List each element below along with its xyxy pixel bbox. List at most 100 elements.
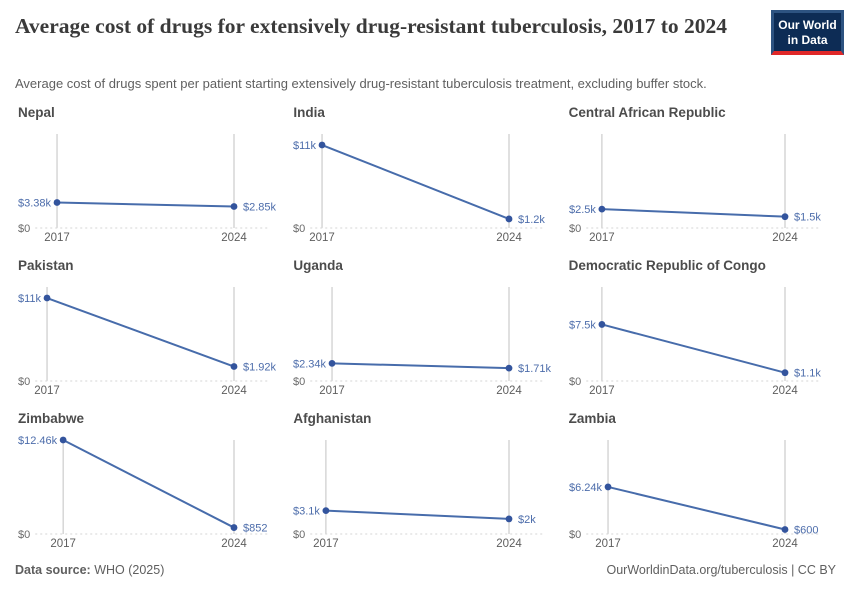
data-point-2024 xyxy=(781,213,789,221)
zero-axis-label: $0 xyxy=(293,376,305,388)
data-line xyxy=(321,144,510,220)
chart-cell-zimbabwe: Zimbabwe $12.46k $852 $0 2017 2024 xyxy=(14,406,289,559)
zero-axis-label: $0 xyxy=(569,529,581,541)
value-label-2024: $2k xyxy=(518,514,536,526)
zero-axis-label: $0 xyxy=(293,223,305,235)
chart-cell-democratic-republic-of-congo: Democratic Republic of Congo $7.5k $1.1k $… xyxy=(565,253,840,406)
year-label-2024: 2024 xyxy=(221,538,247,550)
data-source-value: WHO (2025) xyxy=(90,563,165,577)
data-point-2017 xyxy=(328,359,336,367)
zero-axis-label: $0 xyxy=(18,223,30,235)
small-multiples-grid: Nepal $3.38k $2.85k $0 2017 2024 India $11k $… xyxy=(14,100,840,559)
data-source: Data source: WHO (2025) xyxy=(15,563,164,577)
chart-central-african-republic: $2.5k $1.5k $0 2017 2024 xyxy=(569,134,821,244)
chart-title: Zambia xyxy=(568,411,616,426)
data-line xyxy=(332,362,510,370)
year-label-2024: 2024 xyxy=(772,385,798,397)
data-line xyxy=(601,323,785,374)
data-point-2017 xyxy=(59,436,67,444)
data-point-2017 xyxy=(322,507,330,515)
data-point-2024 xyxy=(505,215,513,223)
year-label-2017: 2017 xyxy=(595,538,621,550)
chart-cell-zambia: Zambia $6.24k $600 $0 2017 2024 xyxy=(565,406,840,559)
year-label-2024: 2024 xyxy=(497,538,523,550)
data-point-2024 xyxy=(230,363,238,370)
data-point-2017 xyxy=(53,199,61,206)
owid-logo-line2: in Data xyxy=(787,32,828,47)
chart-cell-uganda: Uganda $2.34k $1.71k $0 2017 2024 xyxy=(289,253,564,406)
value-label-2024: $1.2k xyxy=(518,214,545,226)
data-point-2017 xyxy=(598,205,605,213)
value-label-2017: $11k xyxy=(293,140,317,152)
value-label-2024: $1.5k xyxy=(794,212,821,224)
chart-zimbabwe: $12.46k $852 $0 2017 2024 xyxy=(18,435,268,550)
data-line xyxy=(601,208,785,218)
data-point-2017 xyxy=(598,321,605,328)
year-label-2017: 2017 xyxy=(313,538,339,550)
year-label-2017: 2017 xyxy=(310,232,336,244)
value-label-2024: $1.1k xyxy=(794,368,821,380)
data-point-2024 xyxy=(781,369,789,377)
owid-logo[interactable]: Our World in Data xyxy=(771,10,844,55)
data-point-2024 xyxy=(505,364,513,372)
value-label-2017: $12.46k xyxy=(18,435,58,447)
chart-india: $11k $1.2k $0 2017 2024 xyxy=(293,134,546,244)
data-point-2024 xyxy=(505,515,513,523)
year-label-2024: 2024 xyxy=(221,385,247,397)
zero-axis-label: $0 xyxy=(18,376,30,388)
page-title: Average cost of drugs for extensively dr… xyxy=(15,14,728,38)
owid-logo-line1: Our World xyxy=(778,18,837,32)
year-label-2024: 2024 xyxy=(497,385,523,397)
data-point-2024 xyxy=(230,203,238,210)
value-label-2024: $1.71k xyxy=(518,363,552,375)
chart-title: India xyxy=(293,105,325,120)
chart-cell-afghanistan: Afghanistan $3.1k $2k $0 2017 2024 xyxy=(289,406,564,559)
zero-axis-label: $0 xyxy=(569,376,581,388)
data-line xyxy=(57,201,235,208)
chart-afghanistan: $3.1k $2k $0 2017 2024 xyxy=(293,440,544,550)
chart-uganda: $2.34k $1.71k $0 2017 2024 xyxy=(293,287,552,397)
chart-democratic-republic-of-congo: $7.5k $1.1k $0 2017 2024 xyxy=(569,287,821,397)
year-label-2017: 2017 xyxy=(50,538,76,550)
data-point-2017 xyxy=(604,483,612,491)
chart-subtitle: Average cost of drugs spent per patient … xyxy=(15,76,707,91)
chart-title: Afghanistan xyxy=(293,411,372,426)
value-label-2024: $2.85k xyxy=(243,201,277,213)
data-line xyxy=(62,439,235,529)
value-label-2017: $2.5k xyxy=(569,204,596,216)
year-label-2017: 2017 xyxy=(589,232,615,244)
data-point-2024 xyxy=(781,526,789,533)
data-source-label: Data source: xyxy=(15,563,91,577)
data-line xyxy=(607,485,785,531)
zero-axis-label: $0 xyxy=(18,529,30,541)
value-label-2017: $7.5k xyxy=(569,319,596,331)
chart-cell-india: India $11k $1.2k $0 2017 2024 xyxy=(289,100,564,253)
chart-cell-pakistan: Pakistan $11k $1.92k $0 2017 2024 xyxy=(14,253,289,406)
chart-nepal: $3.38k $2.85k $0 2017 2024 xyxy=(18,134,277,244)
year-label-2017: 2017 xyxy=(320,385,346,397)
footer: Data source: WHO (2025) OurWorldinData.o… xyxy=(15,563,836,577)
chart-title: Nepal xyxy=(18,105,55,120)
value-label-2024: $600 xyxy=(794,524,818,536)
value-label-2024: $1.92k xyxy=(243,362,277,374)
chart-title: Central African Republic xyxy=(568,105,726,120)
year-label-2024: 2024 xyxy=(772,538,798,550)
chart-cell-nepal: Nepal $3.38k $2.85k $0 2017 2024 xyxy=(14,100,289,253)
data-point-2024 xyxy=(230,524,238,531)
value-label-2017: $11k xyxy=(18,293,42,305)
license-link[interactable]: OurWorldinData.org/tuberculosis | CC BY xyxy=(606,563,837,577)
chart-zambia: $6.24k $600 $0 2017 2024 xyxy=(569,440,819,550)
year-label-2017: 2017 xyxy=(589,385,615,397)
value-label-2024: $852 xyxy=(243,523,267,535)
chart-title: Uganda xyxy=(293,258,343,273)
year-label-2024: 2024 xyxy=(497,232,523,244)
value-label-2017: $2.34k xyxy=(293,358,327,370)
chart-title: Zimbabwe xyxy=(18,411,85,426)
data-line xyxy=(326,509,510,520)
year-label-2024: 2024 xyxy=(772,232,798,244)
zero-axis-label: $0 xyxy=(293,529,305,541)
value-label-2017: $3.38k xyxy=(18,198,52,210)
chart-title: Pakistan xyxy=(18,258,74,273)
year-label-2017: 2017 xyxy=(34,385,60,397)
